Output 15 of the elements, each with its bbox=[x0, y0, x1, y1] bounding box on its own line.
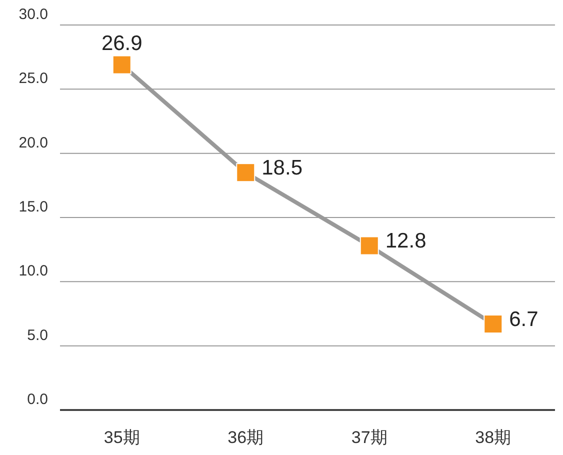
data-label: 6.7 bbox=[509, 308, 538, 332]
y-tick-label: 30.0 bbox=[18, 6, 48, 23]
y-tick-label: 15.0 bbox=[18, 198, 48, 216]
data-label: 12.8 bbox=[385, 230, 426, 253]
x-tick-label: 35期 bbox=[104, 428, 140, 447]
y-tick-label: 25.0 bbox=[18, 70, 48, 88]
data-label: 26.9 bbox=[101, 32, 142, 55]
data-label: 18.5 bbox=[262, 156, 302, 180]
y-tick-label: 0.0 bbox=[27, 391, 48, 408]
x-tick-label: 36期 bbox=[228, 428, 264, 447]
x-tick-label: 37期 bbox=[351, 428, 388, 447]
x-tick-label: 38期 bbox=[475, 428, 512, 447]
y-tick-label: 10.0 bbox=[18, 262, 48, 280]
y-tick-label: 5.0 bbox=[27, 326, 48, 344]
y-tick-label: 20.0 bbox=[18, 134, 48, 152]
